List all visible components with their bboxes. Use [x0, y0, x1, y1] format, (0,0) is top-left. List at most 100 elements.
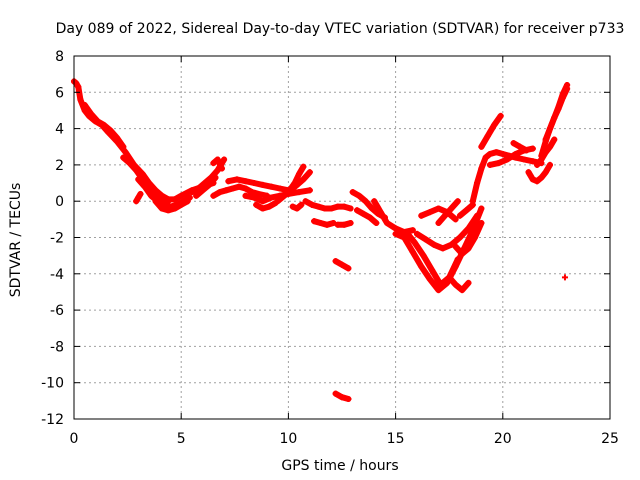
data-point — [158, 194, 165, 201]
data-point — [148, 192, 155, 199]
data-point — [289, 203, 296, 210]
data-point — [298, 201, 305, 208]
data-point — [452, 243, 459, 250]
data-point — [334, 203, 341, 210]
data-point — [347, 205, 354, 212]
data-point — [452, 216, 459, 223]
data-point — [101, 121, 108, 128]
data-point — [300, 176, 307, 183]
data-point — [551, 136, 558, 143]
y-tick-label: -12 — [41, 412, 64, 428]
data-point — [306, 169, 313, 176]
series-arc20 — [332, 258, 352, 272]
data-point — [418, 212, 425, 219]
y-tick-label: -10 — [41, 376, 64, 392]
data-point — [521, 156, 528, 163]
series-trace — [311, 218, 337, 228]
series-arc41 — [561, 274, 568, 281]
data-point — [137, 190, 144, 197]
data-point — [184, 198, 191, 205]
data-point — [165, 207, 172, 214]
data-point — [452, 281, 459, 288]
data-point — [414, 230, 421, 237]
data-point — [296, 170, 303, 177]
series-arc17 — [302, 198, 354, 212]
series-trace — [354, 207, 380, 226]
data-point — [328, 205, 335, 212]
data-point — [456, 212, 463, 219]
series-arc2 — [81, 102, 127, 150]
data-point — [446, 274, 453, 281]
data-point — [75, 83, 82, 90]
series-trace — [478, 112, 504, 150]
data-point — [210, 192, 217, 199]
data-point — [308, 201, 315, 208]
x-tick-labels: 0 5 10 15 20 25 — [70, 431, 619, 447]
data-point — [178, 201, 185, 208]
x-tick-label: 20 — [494, 431, 512, 447]
y-tick-label: 0 — [55, 194, 64, 210]
data-point — [564, 85, 571, 92]
data-point — [334, 221, 341, 228]
data-point — [339, 261, 345, 268]
data-point — [171, 205, 178, 212]
x-axis-label: GPS time / hours — [281, 458, 398, 474]
data-point — [120, 154, 127, 161]
data-point — [135, 176, 142, 183]
data-point — [546, 161, 553, 168]
x-tick-label: 25 — [601, 431, 619, 447]
data-point — [486, 161, 493, 168]
data-point — [478, 143, 485, 150]
data-point — [439, 245, 446, 252]
data-point — [81, 102, 88, 109]
series-trace — [193, 174, 219, 199]
series-arc29 — [435, 198, 461, 226]
data-point — [266, 203, 273, 210]
series-trace — [446, 274, 472, 294]
series-trace — [435, 198, 461, 226]
data-point — [141, 183, 148, 190]
data-point — [152, 198, 159, 205]
series-arc16 — [289, 201, 305, 212]
data-point — [411, 239, 418, 246]
data-point — [206, 181, 213, 188]
y-tick-labels: -12 -10 -8 -6 -4 -2 0 2 4 6 8 — [41, 49, 64, 428]
data-point — [555, 105, 562, 112]
data-point — [534, 161, 541, 168]
data-point — [403, 229, 410, 236]
y-tick-label: -2 — [50, 231, 64, 247]
data-point — [223, 187, 230, 194]
y-tick-label: 2 — [55, 158, 64, 174]
data-point — [459, 287, 466, 294]
data-point — [369, 205, 376, 212]
data-point — [332, 258, 339, 265]
data-point — [317, 219, 324, 226]
data-point — [435, 205, 442, 212]
data-point — [122, 149, 129, 156]
data-point — [516, 143, 523, 150]
data-point — [323, 221, 330, 228]
data-point — [242, 185, 249, 192]
data-point — [188, 189, 195, 196]
data-point — [296, 189, 303, 196]
data-point — [135, 194, 142, 201]
series-trace — [253, 200, 279, 212]
data-point — [551, 114, 558, 121]
data-point — [525, 169, 532, 176]
data-point — [349, 189, 356, 196]
series-arc3 — [120, 154, 172, 205]
data-point — [546, 125, 553, 132]
data-point — [499, 151, 506, 158]
data-point — [471, 234, 478, 241]
data-point — [418, 263, 425, 270]
data-point — [465, 279, 472, 286]
data-point — [478, 205, 485, 212]
data-point — [373, 219, 380, 226]
data-point — [315, 203, 322, 210]
data-point — [495, 160, 502, 167]
series-arc36 — [510, 140, 530, 154]
data-point — [454, 198, 461, 205]
y-tick-label: 4 — [55, 122, 64, 138]
data-point — [259, 198, 266, 205]
data-point — [285, 189, 292, 196]
